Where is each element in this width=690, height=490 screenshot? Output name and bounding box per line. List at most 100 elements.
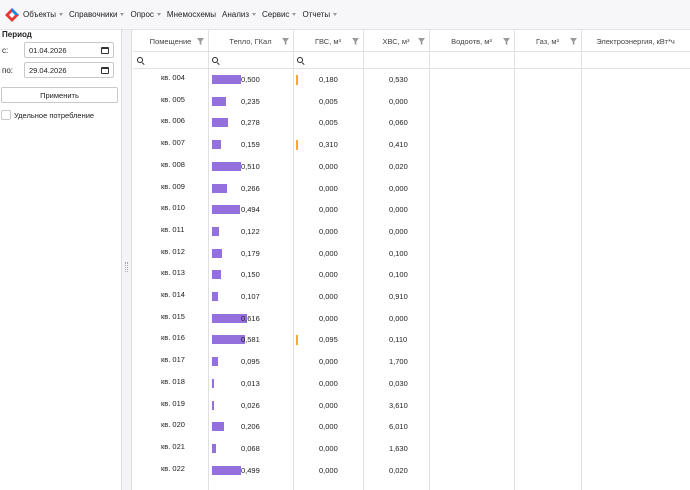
heat-value: 0,159 xyxy=(241,140,260,150)
splitter-grip-icon[interactable] xyxy=(125,262,128,272)
column-header-gvs[interactable]: ГВС, м³ xyxy=(293,30,363,52)
table-row[interactable]: кв. 012 0,179 0,000 0,100 xyxy=(133,247,690,269)
heat-bar xyxy=(212,75,241,84)
cold-water-value: 0,410 xyxy=(389,140,408,150)
menu-item-7[interactable]: Отчеты xyxy=(302,10,338,19)
table-row[interactable]: кв. 013 0,150 0,000 0,100 xyxy=(133,268,690,290)
column-header-hvs[interactable]: ХВС, м³ xyxy=(363,30,429,52)
date-to-value: 29.04.2026 xyxy=(29,65,67,75)
period-title: Период xyxy=(2,30,32,39)
column-header-label: ХВС, м³ xyxy=(382,36,410,46)
search-icon[interactable] xyxy=(212,57,219,64)
search-icon[interactable] xyxy=(137,57,144,64)
column-header-label: ГВС, м³ xyxy=(314,36,342,46)
heat-bar xyxy=(212,161,242,171)
hot-water-value: 0,000 xyxy=(319,161,338,171)
room-name: кв. 011 xyxy=(161,224,185,234)
column-header-gaz[interactable]: Газ, м³ xyxy=(514,30,581,52)
table-row[interactable]: кв. 007 0,159 0,310 0,410 xyxy=(133,138,690,160)
heat-bar xyxy=(212,292,219,301)
menu-item-5[interactable]: Анализ xyxy=(222,10,257,19)
menu-item-1[interactable]: Объекты xyxy=(23,10,63,19)
column-filter-room[interactable] xyxy=(133,52,208,69)
table-row[interactable]: кв. 018 0,013 0,000 0,030 xyxy=(133,377,690,399)
table-row[interactable]: кв. 016 0,581 0,095 0,110 xyxy=(133,333,690,355)
hot-water-value: 0,310 xyxy=(319,140,338,150)
panel-splitter[interactable] xyxy=(122,30,132,490)
chevron-down-icon xyxy=(59,13,63,16)
app-logo-icon[interactable] xyxy=(5,7,19,22)
consumption-grid: Помещение Тепло, ГКал ГВС, м³ ХВС, м³ Водоот… xyxy=(133,30,690,490)
hot-water-value: 0,000 xyxy=(319,400,338,410)
menu-item-3[interactable]: Опрос xyxy=(130,10,161,19)
hot-water-value: 0,000 xyxy=(319,313,338,323)
heat-value: 0,581 xyxy=(241,335,260,345)
date-from-value: 01.04.2026 xyxy=(29,45,67,55)
filter-funnel-icon[interactable] xyxy=(418,38,425,45)
column-filter-gvs[interactable] xyxy=(293,52,363,69)
specific-consumption-checkbox[interactable] xyxy=(1,110,11,120)
filter-funnel-icon[interactable] xyxy=(282,38,289,45)
table-row[interactable]: кв. 017 0,095 0,000 1,700 xyxy=(133,355,690,377)
cold-water-value: 1,630 xyxy=(389,443,408,453)
table-row[interactable]: кв. 005 0,235 0,005 0,000 xyxy=(133,95,690,117)
filter-funnel-icon[interactable] xyxy=(197,38,204,45)
search-icon[interactable] xyxy=(297,57,304,64)
heat-bar xyxy=(212,140,222,150)
calendar-icon[interactable] xyxy=(101,66,109,74)
date-from-input[interactable]: 01.04.2026 xyxy=(24,42,114,58)
table-row[interactable]: кв. 010 0,494 0,000 0,000 xyxy=(133,203,690,225)
heat-value: 0,122 xyxy=(241,226,260,236)
table-row[interactable]: кв. 014 0,107 0,000 0,910 xyxy=(133,290,690,312)
table-row[interactable]: кв. 015 0,616 0,000 0,000 xyxy=(133,312,690,334)
room-name: кв. 015 xyxy=(161,311,185,321)
table-row[interactable]: кв. 019 0,026 0,000 3,610 xyxy=(133,399,690,421)
table-row[interactable]: кв. 008 0,510 0,000 0,020 xyxy=(133,160,690,182)
column-header-label: Водоотв, м³ xyxy=(451,36,492,46)
menu-item-2[interactable]: Справочники xyxy=(69,10,125,19)
date-to-input[interactable]: 29.04.2026 xyxy=(24,62,114,78)
column-header-room[interactable]: Помещение xyxy=(133,30,208,52)
menu-item-label: Опрос xyxy=(130,10,154,19)
menu-item-4[interactable]: Мнемосхемы xyxy=(167,10,216,19)
room-name: кв. 012 xyxy=(161,246,185,256)
table-row[interactable]: кв. 021 0,068 0,000 1,630 xyxy=(133,442,690,464)
filter-funnel-icon[interactable] xyxy=(570,38,577,45)
room-name: кв. 014 xyxy=(161,290,185,299)
hot-water-value: 0,005 xyxy=(319,96,338,106)
column-filter-teplo[interactable] xyxy=(208,52,293,69)
column-header-elektro[interactable]: Электроэнергия, кВт*ч xyxy=(581,30,690,52)
table-row[interactable]: кв. 009 0,266 0,000 0,000 xyxy=(133,182,690,204)
hot-water-value: 0,000 xyxy=(319,183,338,193)
table-row[interactable]: кв. 004 0,500 0,180 0,530 xyxy=(133,73,690,95)
chevron-down-icon xyxy=(156,13,161,16)
specific-consumption-toggle[interactable]: Удельное потребление xyxy=(1,110,94,120)
cold-water-value: 0,020 xyxy=(389,465,408,475)
hot-water-value: 0,095 xyxy=(319,335,338,345)
filter-funnel-icon[interactable] xyxy=(352,38,359,45)
table-row[interactable]: кв. 011 0,122 0,000 0,000 xyxy=(133,225,690,247)
menu-item-label: Мнемосхемы xyxy=(166,10,217,19)
heat-bar xyxy=(212,248,223,258)
heat-bar xyxy=(212,183,228,193)
menu-item-label: Справочники xyxy=(69,10,118,19)
calendar-icon[interactable] xyxy=(101,46,109,54)
menu-item-label: Отчеты xyxy=(302,10,331,19)
table-row[interactable]: кв. 020 0,206 0,000 6,010 xyxy=(133,420,690,442)
column-header-vodootv[interactable]: Водоотв, м³ xyxy=(429,30,514,52)
menu-item-6[interactable]: Сервис xyxy=(262,10,297,19)
room-name: кв. 010 xyxy=(161,203,185,213)
heat-bar xyxy=(212,378,214,388)
table-row[interactable]: кв. 022 0,499 0,000 0,020 xyxy=(133,464,690,486)
column-header-teplo[interactable]: Тепло, ГКал xyxy=(208,30,293,52)
filter-funnel-icon[interactable] xyxy=(503,38,510,45)
apply-button[interactable]: Применить xyxy=(1,87,118,103)
heat-bar xyxy=(212,465,241,475)
hot-water-value: 0,005 xyxy=(319,118,338,128)
heat-value: 0,095 xyxy=(241,357,260,367)
heat-value: 0,206 xyxy=(241,422,260,432)
heat-value: 0,500 xyxy=(241,75,260,84)
column-header-label: Помещение xyxy=(149,36,192,46)
table-row[interactable]: кв. 006 0,278 0,005 0,060 xyxy=(133,116,690,138)
heat-bar xyxy=(212,335,246,345)
